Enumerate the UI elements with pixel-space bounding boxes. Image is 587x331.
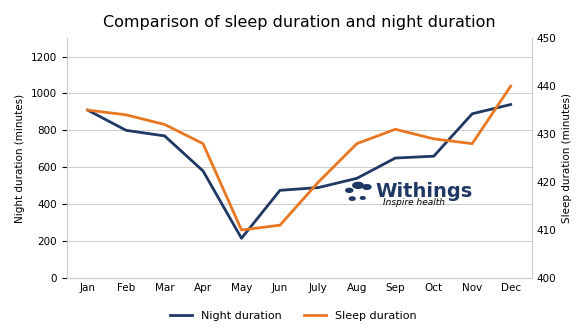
Title: Comparison of sleep duration and night duration: Comparison of sleep duration and night d…	[103, 15, 495, 30]
Text: Inspire health: Inspire health	[383, 198, 445, 207]
Legend: Night duration, Sleep duration: Night duration, Sleep duration	[166, 307, 421, 325]
Text: Withings: Withings	[376, 182, 473, 202]
Y-axis label: Night duration (minutes): Night duration (minutes)	[15, 93, 25, 223]
Y-axis label: Sleep duration (minutes): Sleep duration (minutes)	[562, 93, 572, 223]
